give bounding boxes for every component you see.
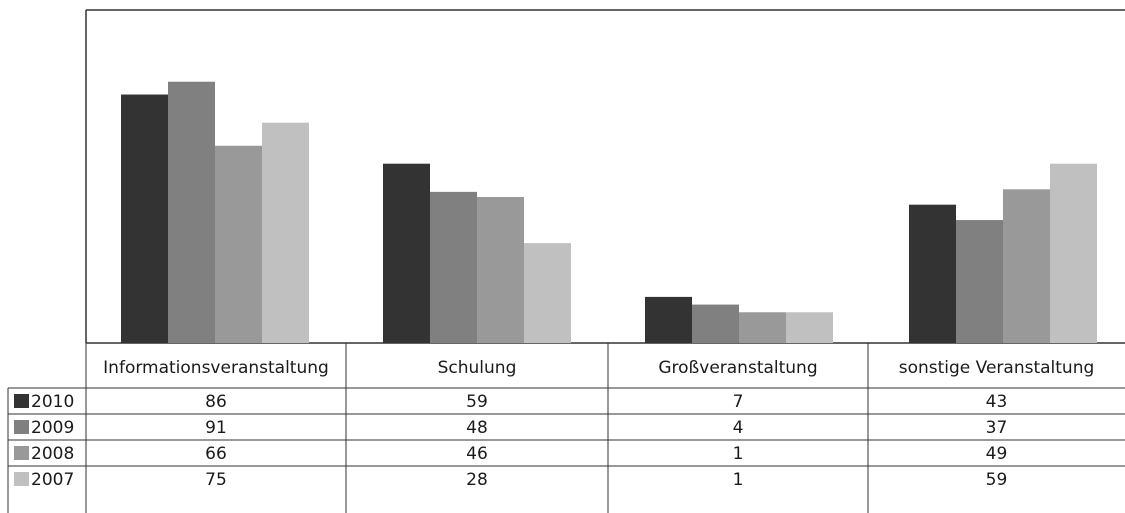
- cell-2009-informationsveranstaltung: 91: [205, 418, 227, 438]
- bar-sonstige-veranstaltung-2008: [1003, 189, 1050, 343]
- cell-2010-gro-veranstaltung: 7: [733, 392, 744, 412]
- bar-gro-veranstaltung-2007: [786, 312, 833, 343]
- category-label-informationsveranstaltung: Informationsveranstaltung: [103, 358, 329, 378]
- category-label-sonstige-veranstaltung: sonstige Veranstaltung: [899, 358, 1095, 378]
- cell-2009-gro-veranstaltung: 4: [733, 418, 744, 438]
- bars-group: [121, 81, 1097, 344]
- cell-2008-schulung: 46: [466, 444, 488, 464]
- cell-2010-informationsveranstaltung: 86: [205, 392, 227, 412]
- cell-2007-gro-veranstaltung: 1: [733, 470, 744, 490]
- bar-sonstige-veranstaltung-2007: [1050, 163, 1097, 343]
- category-label-gro-veranstaltung: Großveranstaltung: [658, 358, 817, 378]
- cell-2010-schulung: 59: [466, 392, 488, 412]
- legend-swatch-2009: [14, 420, 29, 434]
- cell-2007-sonstige-veranstaltung: 59: [986, 470, 1008, 490]
- bar-gro-veranstaltung-2008: [739, 312, 786, 343]
- cell-2009-sonstige-veranstaltung: 37: [986, 418, 1008, 438]
- legend-label-2009: 2009: [31, 418, 74, 438]
- bar-informationsveranstaltung-2008: [215, 145, 262, 343]
- cell-2010-sonstige-veranstaltung: 43: [986, 392, 1008, 412]
- category-label-schulung: Schulung: [438, 358, 517, 378]
- data-table: Informationsveranstaltung Schulung Großver…: [7, 343, 1125, 513]
- bar-informationsveranstaltung-2007: [262, 122, 309, 343]
- legend-label-2008: 2008: [31, 444, 74, 464]
- bar-schulung-2009: [430, 191, 477, 343]
- bar-sonstige-veranstaltung-2009: [956, 220, 1003, 343]
- legend-swatch-2008: [14, 446, 29, 460]
- bar-gro-veranstaltung-2010: [645, 296, 692, 343]
- cell-2007-schulung: 28: [466, 470, 488, 490]
- cell-2008-gro-veranstaltung: 1: [733, 444, 744, 464]
- bar-informationsveranstaltung-2010: [121, 94, 168, 344]
- legend-label-2010: 2010: [31, 392, 74, 412]
- legend-swatch-2007: [14, 472, 29, 486]
- cell-2009-schulung: 48: [466, 418, 488, 438]
- bar-schulung-2008: [477, 196, 524, 343]
- bar-sonstige-veranstaltung-2010: [909, 204, 956, 343]
- cell-2008-informationsveranstaltung: 66: [205, 444, 227, 464]
- bar-gro-veranstaltung-2009: [692, 304, 739, 343]
- bar-schulung-2007: [524, 243, 571, 343]
- bar-schulung-2010: [383, 163, 430, 343]
- bar-informationsveranstaltung-2009: [168, 81, 215, 343]
- cell-2007-informationsveranstaltung: 75: [205, 470, 227, 490]
- legend-label-2007: 2007: [31, 470, 74, 490]
- legend-swatch-2010: [14, 394, 29, 408]
- cell-2008-sonstige-veranstaltung: 49: [986, 444, 1008, 464]
